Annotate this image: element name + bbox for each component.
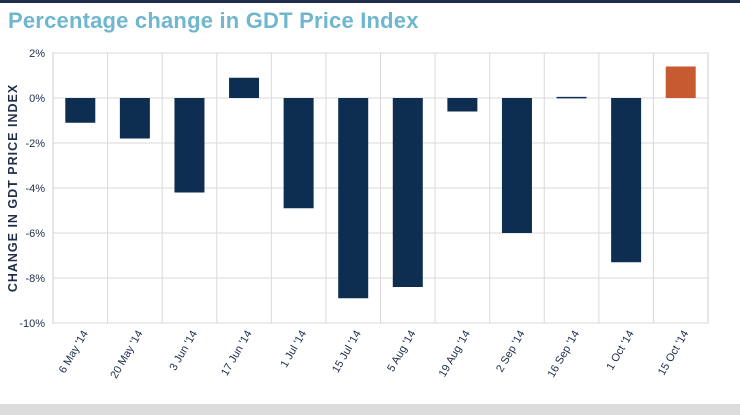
bar bbox=[229, 77, 260, 98]
chart-title: Percentage change in GDT Price Index bbox=[8, 8, 419, 33]
bar bbox=[119, 98, 150, 139]
y-tick-label: -4% bbox=[25, 183, 45, 195]
bar bbox=[611, 98, 642, 263]
x-tick-label: 16 Sep '14 bbox=[546, 329, 583, 380]
x-tick-label: 15 Jul '14 bbox=[330, 329, 364, 375]
bar-chart: 2% 0% -2% -4% -6% -8% -10% 6 May '14 20 May '14 3… bbox=[19, 48, 709, 381]
x-tick-label: 6 May '14 bbox=[57, 329, 91, 376]
top-rule bbox=[0, 0, 740, 3]
bar bbox=[65, 98, 96, 123]
y-tick-label: -8% bbox=[25, 273, 45, 285]
x-tick-label: 17 Jun '14 bbox=[219, 329, 255, 379]
x-tick-label: 15 Oct '14 bbox=[656, 329, 691, 378]
x-tick-label: 3 Jun '14 bbox=[168, 329, 201, 373]
bar bbox=[501, 98, 532, 233]
x-tick-label: 1 Oct '14 bbox=[604, 329, 636, 373]
bar bbox=[447, 98, 478, 112]
bar bbox=[392, 98, 423, 287]
bottom-rule bbox=[0, 404, 740, 415]
y-tick-label: -6% bbox=[25, 228, 45, 240]
x-tick-label: 20 May '14 bbox=[108, 329, 145, 381]
y-tick-label: -10% bbox=[19, 318, 45, 330]
bar bbox=[665, 66, 696, 98]
x-tick-label: 19 Aug '14 bbox=[437, 329, 473, 380]
y-tick-label: 2% bbox=[29, 48, 45, 60]
bar bbox=[556, 96, 587, 99]
x-tick-label: 2 Sep '14 bbox=[494, 329, 527, 375]
x-tick-label: 5 Aug '14 bbox=[385, 329, 418, 374]
y-tick-label: 0% bbox=[29, 93, 45, 105]
x-tick-label: 1 Jul '14 bbox=[279, 329, 310, 370]
y-tick-label: -2% bbox=[25, 138, 45, 150]
bar bbox=[283, 98, 314, 209]
bar bbox=[338, 98, 369, 299]
bar bbox=[174, 98, 205, 193]
